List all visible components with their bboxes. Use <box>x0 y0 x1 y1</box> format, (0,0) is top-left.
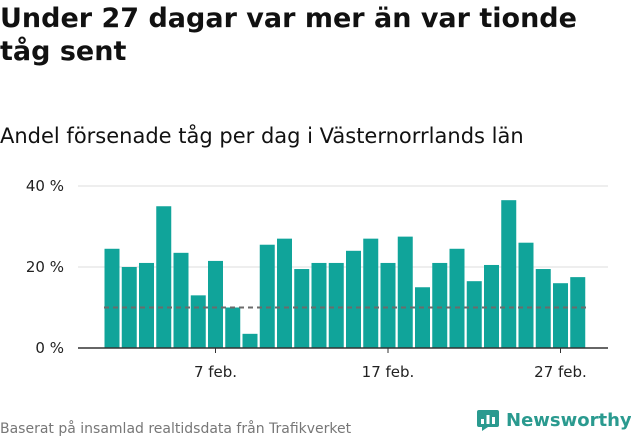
bar <box>139 262 154 348</box>
bar <box>294 269 310 348</box>
bar <box>553 283 568 348</box>
bar <box>328 262 344 348</box>
bar <box>225 307 241 348</box>
axes: 0 % 20 % 40 % 7 feb. 17 feb. 27 feb. <box>26 177 608 381</box>
bar <box>311 262 327 348</box>
source-note: Baserat på insamlad realtidsdata från Tr… <box>0 421 352 437</box>
bar <box>518 242 534 348</box>
bar <box>346 250 361 348</box>
bar <box>535 269 551 348</box>
y-tick-label: 20 % <box>26 258 64 276</box>
bar <box>570 277 586 348</box>
chart-title: Under 27 dagar var mer än var tionde tåg… <box>0 3 577 67</box>
newsworthy-logo: Newsworthy <box>476 407 631 433</box>
bar <box>466 281 482 348</box>
bar <box>484 264 499 348</box>
bar <box>190 295 206 348</box>
bar <box>397 236 413 348</box>
bar <box>449 248 465 348</box>
y-tick-label: 40 % <box>26 177 64 195</box>
bar <box>363 238 379 348</box>
x-tick-label: 27 feb. <box>534 363 587 381</box>
bar <box>432 262 448 348</box>
bar <box>104 248 120 348</box>
bar <box>501 200 517 348</box>
bar <box>156 206 172 348</box>
bar-chart-logo-icon <box>477 410 499 431</box>
bar <box>242 333 258 348</box>
bar-series <box>104 200 586 348</box>
bar-chart: 0 % 20 % 40 % 7 feb. 17 feb. 27 feb. <box>26 177 608 381</box>
x-tick-label: 7 feb. <box>194 363 237 381</box>
x-tick-label: 17 feb. <box>362 363 415 381</box>
bar <box>415 287 430 348</box>
bar <box>121 267 137 348</box>
y-tick-label: 0 % <box>35 339 64 357</box>
bar <box>277 238 292 348</box>
bar <box>259 244 275 348</box>
bar <box>208 260 223 348</box>
bar <box>173 252 189 348</box>
bar <box>380 262 396 348</box>
chart-subtitle: Andel försenade tåg per dag i Västernorr… <box>0 124 524 148</box>
logo-wordmark: Newsworthy <box>506 409 631 431</box>
